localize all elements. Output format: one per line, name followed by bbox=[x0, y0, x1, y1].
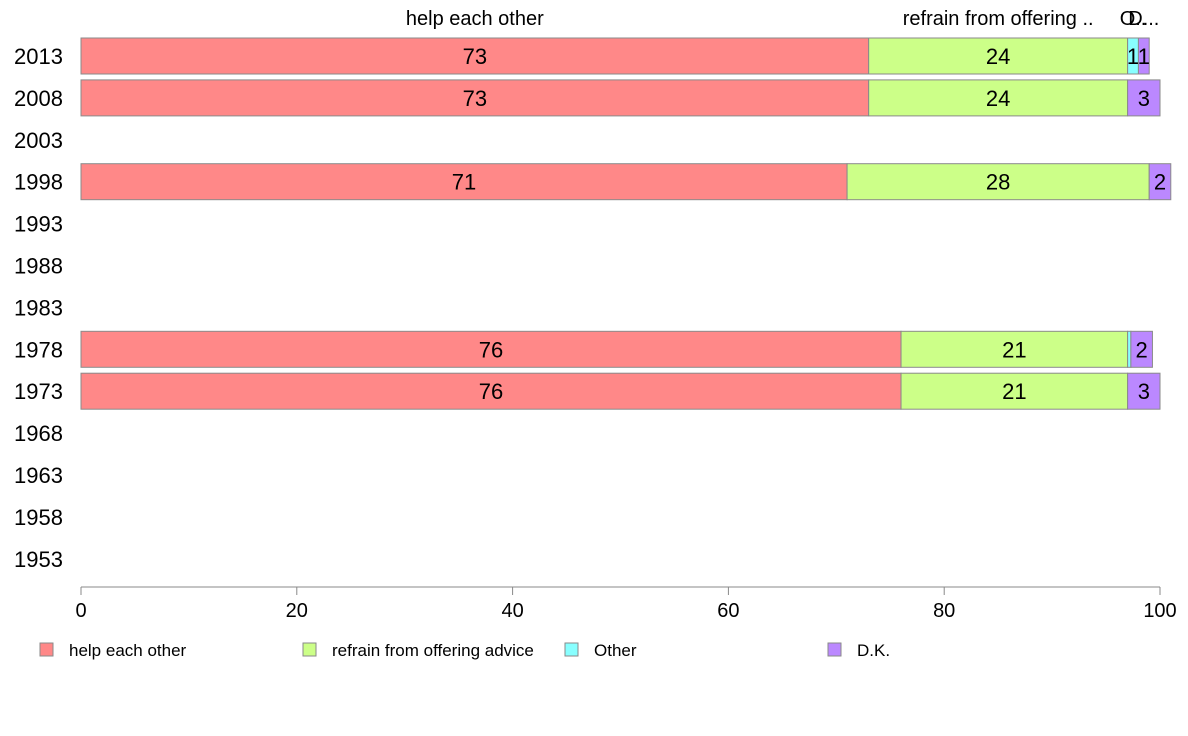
year-label: 1953 bbox=[14, 547, 63, 572]
top-label: D... bbox=[1128, 8, 1159, 30]
data-label: 73 bbox=[463, 86, 487, 111]
bar-segment bbox=[1127, 79, 1161, 117]
legend-swatch bbox=[39, 642, 54, 657]
top-label: refrain from offering .. bbox=[903, 8, 1094, 30]
data-label: 24 bbox=[986, 44, 1010, 69]
data-label: 76 bbox=[479, 379, 503, 404]
bar-segment bbox=[1148, 163, 1172, 201]
bar-segment bbox=[1137, 37, 1150, 75]
year-label: 1958 bbox=[14, 505, 63, 530]
legend-label: help each other bbox=[69, 641, 187, 660]
year-label: 1963 bbox=[14, 463, 63, 488]
x-tick-label: 20 bbox=[286, 600, 308, 622]
year-label: 1968 bbox=[14, 421, 63, 446]
year-label: 1998 bbox=[14, 170, 63, 195]
x-tick-label: 80 bbox=[933, 600, 955, 622]
year-label: 2013 bbox=[14, 44, 63, 69]
data-label: 76 bbox=[479, 337, 503, 362]
bar-segment bbox=[80, 372, 902, 410]
year-label: 2003 bbox=[14, 128, 63, 153]
data-label: 1 bbox=[1138, 44, 1150, 69]
legend-label: D.K. bbox=[857, 641, 890, 660]
x-tick-label: 40 bbox=[501, 600, 523, 622]
data-label: 2 bbox=[1154, 170, 1166, 195]
year-label: 1993 bbox=[14, 212, 63, 237]
year-label: 1973 bbox=[14, 379, 63, 404]
legend-swatch bbox=[827, 642, 842, 657]
bar-segment bbox=[80, 79, 870, 117]
bar-segment bbox=[1127, 372, 1161, 410]
year-label: 1988 bbox=[14, 254, 63, 279]
legend-swatch bbox=[302, 642, 317, 657]
bar-segment bbox=[1130, 330, 1153, 368]
bar-segment bbox=[900, 372, 1129, 410]
data-label: 1 bbox=[1127, 44, 1139, 69]
top-labels: help each other refrain from offering .. O… bbox=[406, 8, 1159, 30]
bar-segment bbox=[868, 37, 1129, 75]
bar-segment bbox=[900, 330, 1129, 368]
x-tick-label: 100 bbox=[1143, 600, 1176, 622]
bar-segment bbox=[80, 330, 902, 368]
data-label: 2 bbox=[1136, 337, 1148, 362]
data-label: 28 bbox=[986, 170, 1010, 195]
year-label: 2008 bbox=[14, 86, 63, 111]
data-label: 71 bbox=[452, 170, 476, 195]
data-label: 73 bbox=[463, 44, 487, 69]
data-label: 24 bbox=[986, 86, 1010, 111]
data-label: 3 bbox=[1138, 86, 1150, 111]
data-label: 21 bbox=[1002, 337, 1026, 362]
x-tick-label: 60 bbox=[717, 600, 739, 622]
bar-segment bbox=[80, 163, 848, 201]
x-tick-label: 0 bbox=[75, 600, 86, 622]
top-label: help each other bbox=[406, 8, 544, 30]
legend: help each other refrain from offering adv… bbox=[39, 641, 890, 660]
legend-swatch bbox=[564, 642, 579, 657]
legend-label: Other bbox=[594, 641, 637, 660]
bars: 73 24 11 73 24 3 71 28 2 76 21 2 76 21 3 bbox=[80, 37, 1172, 410]
y-axis: 2013 2008 2003 1998 1993 1988 1983 1978 1973 1968… bbox=[14, 44, 63, 572]
data-label: 21 bbox=[1002, 379, 1026, 404]
bar-segment bbox=[846, 163, 1150, 201]
year-label: 1978 bbox=[14, 337, 63, 362]
data-label: 3 bbox=[1138, 379, 1150, 404]
top-label: O.. bbox=[1120, 8, 1147, 30]
year-label: 1983 bbox=[14, 295, 63, 320]
legend-label: refrain from offering advice bbox=[332, 641, 534, 660]
x-axis: 0 20 40 60 80 100 bbox=[75, 586, 1177, 622]
